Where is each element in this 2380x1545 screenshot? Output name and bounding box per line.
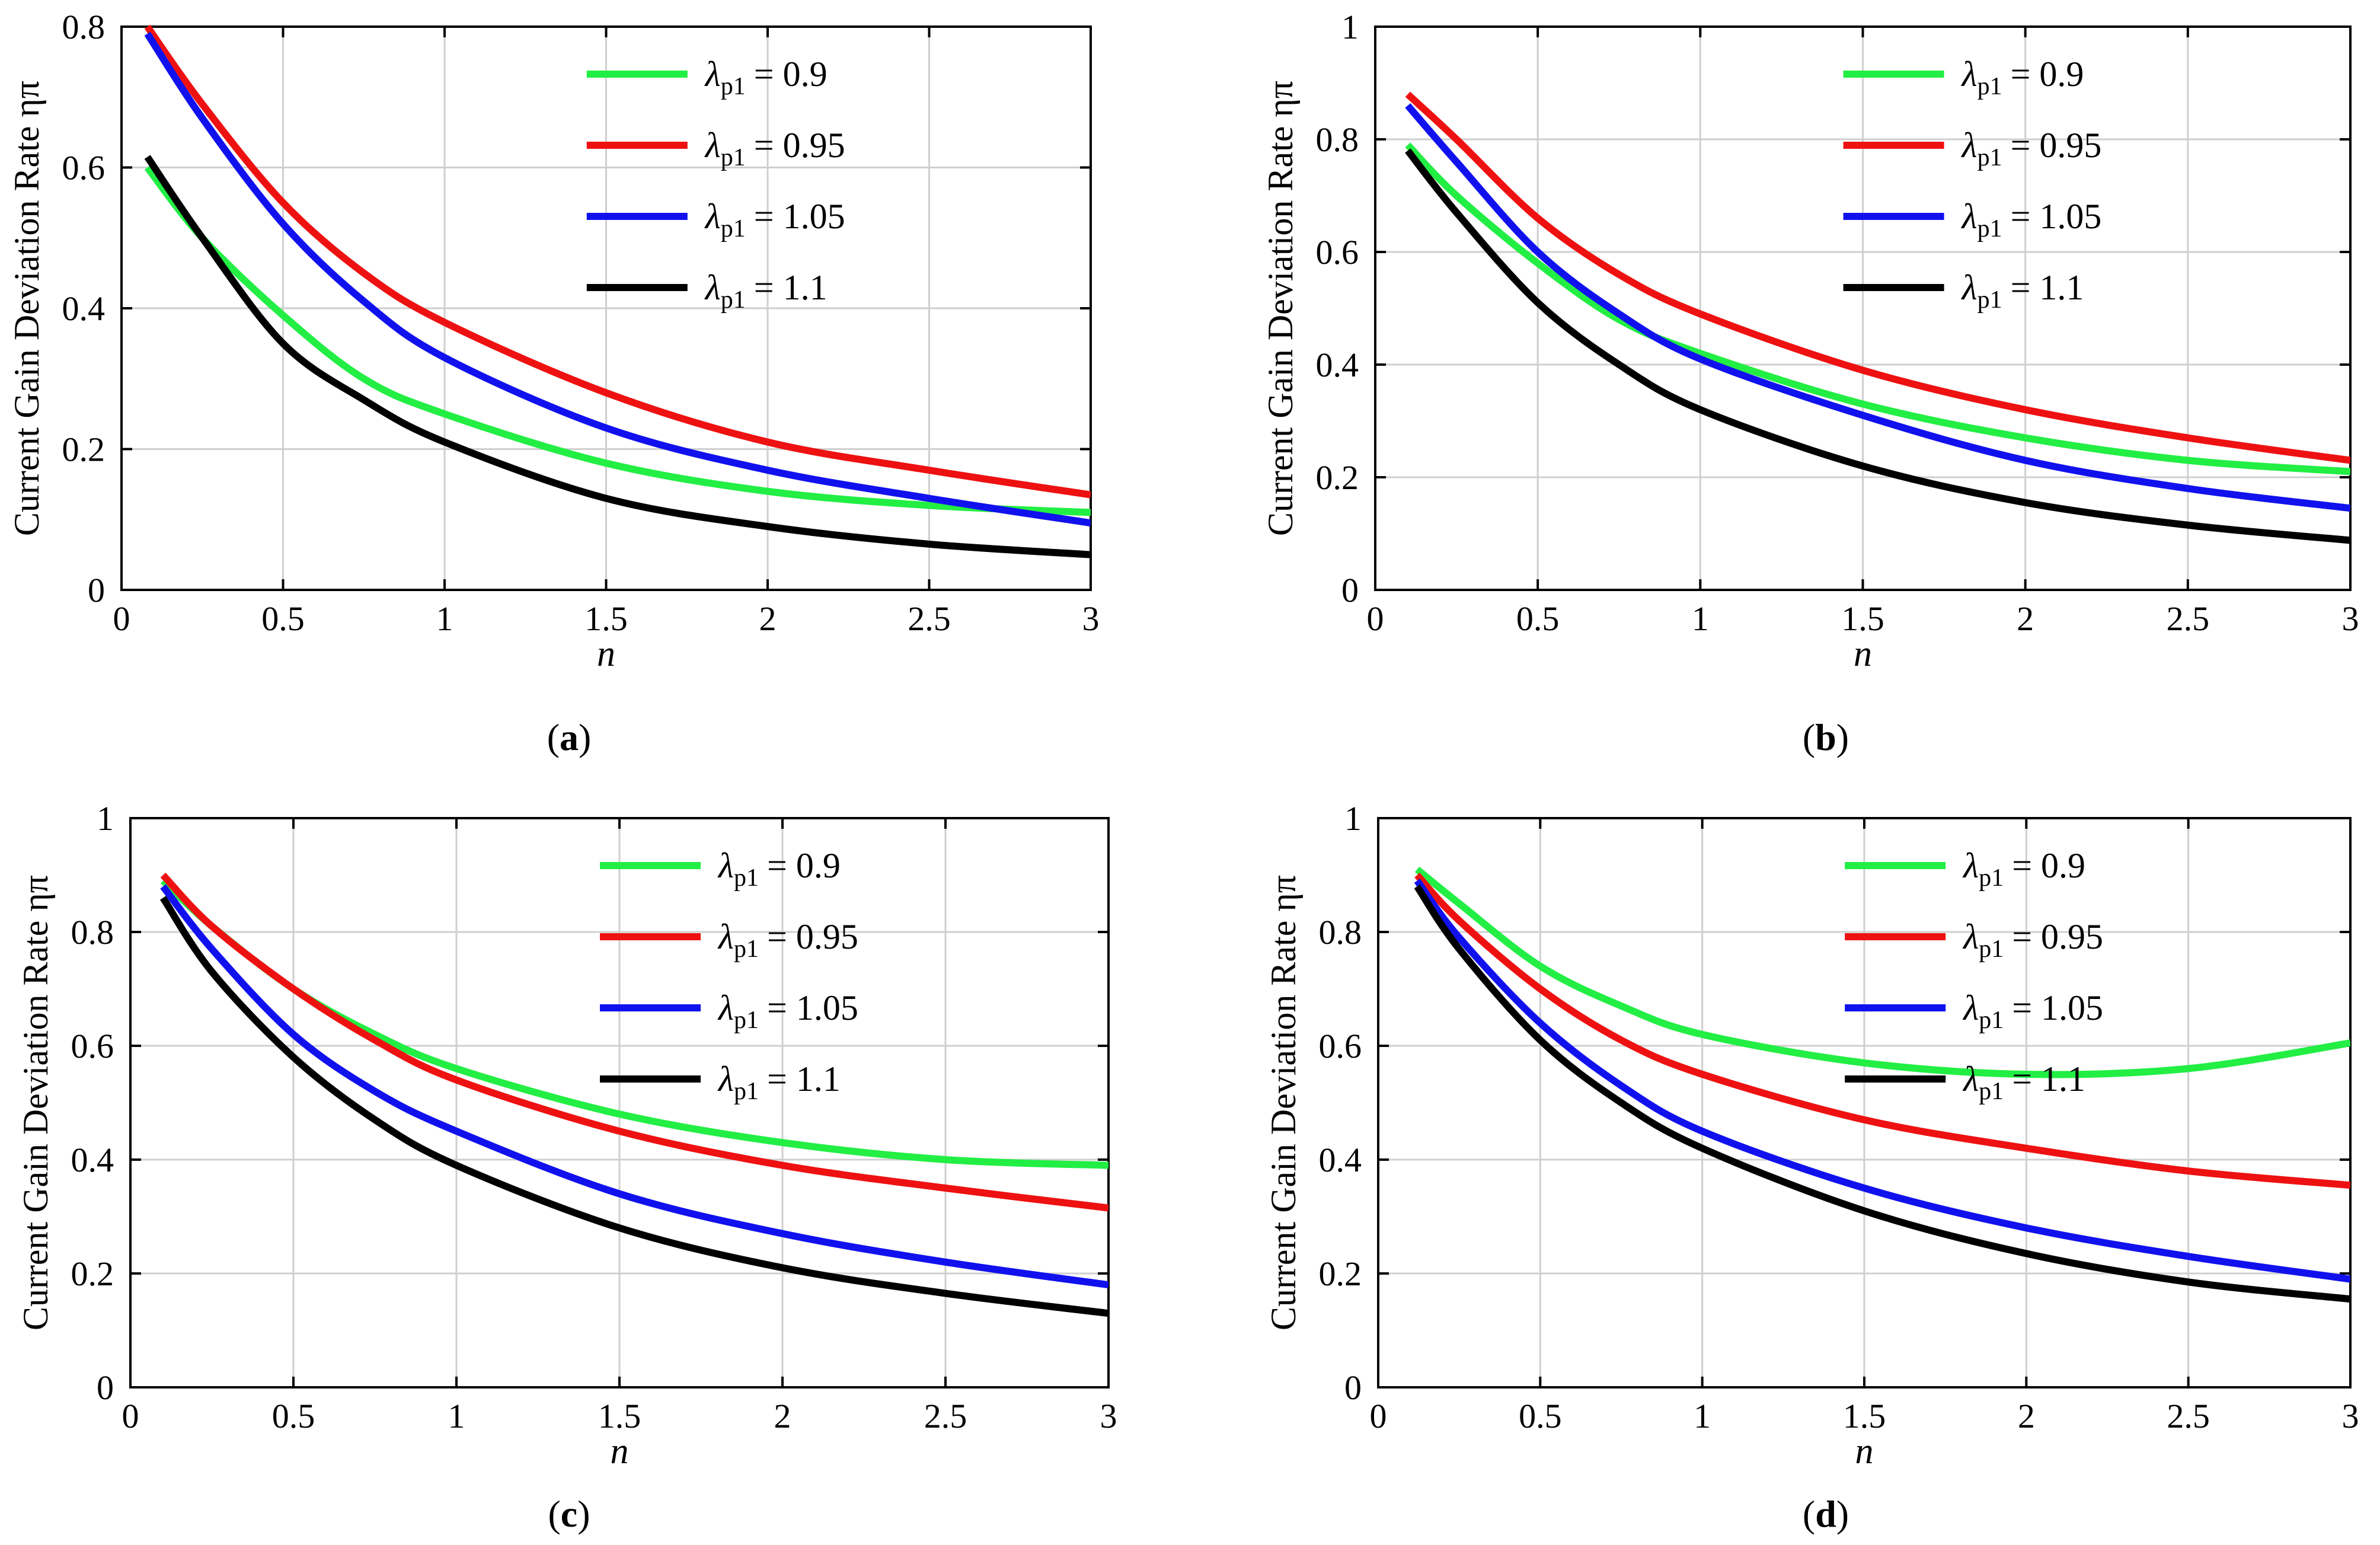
x-tick-label: 1.5 [1843, 1397, 1886, 1435]
x-tick-label: 2.5 [2167, 599, 2210, 638]
x-tick-label: 0.5 [1519, 1397, 1562, 1435]
legend-label: λp1 = 1.05 [717, 988, 858, 1034]
series-line [159, 896, 1108, 1317]
x-tick-label: 1.5 [584, 599, 628, 638]
x-tick-label: 1 [1692, 599, 1709, 638]
x-tick-label: 2 [2018, 1397, 2035, 1435]
panel-d: 0 0.5 1 1.5 2 2.5 3 0 0.2 0.4 0.6 0.8 1 n Current Gain… [1264, 799, 2359, 1535]
y-tick-label: 0.4 [71, 1141, 114, 1179]
series-line [1414, 866, 2350, 1078]
series-line [160, 884, 1108, 1289]
series-line [1414, 884, 2350, 1303]
y-tick-label: 0 [88, 571, 105, 609]
y-tick-label: 1 [1341, 8, 1359, 46]
panel-caption: (b) [1803, 716, 1849, 758]
legend-label: λp1 = 1.05 [1961, 197, 2102, 242]
panel-caption: (d) [1803, 1493, 1849, 1535]
x-tick-label: 2 [774, 1397, 791, 1435]
series-line [144, 31, 1091, 527]
legend-label: λp1 = 1.05 [1962, 988, 2103, 1034]
y-tick-label: 0.2 [62, 430, 106, 469]
y-tick-label: 1 [1344, 799, 1362, 838]
x-tick-label: 0 [122, 1397, 139, 1435]
x-tick-label: 2.5 [924, 1397, 967, 1435]
y-tick-label: 0 [1341, 571, 1359, 609]
series-line [1414, 879, 2350, 1283]
series-line [1405, 91, 2350, 464]
panel-a: 0 0.5 1 1.5 2 2.5 3 0 0.2 0.4 0.6 0.8 n Current Gain … [7, 8, 1100, 758]
legend-label: λp1 = 0.9 [717, 846, 841, 892]
x-tick-label: 1.5 [1841, 599, 1884, 638]
y-tick-label: 0 [97, 1368, 114, 1407]
y-tick-label: 0.8 [62, 8, 106, 46]
y-tick-label: 0.6 [71, 1027, 114, 1065]
legend-label: λp1 = 0.9 [1961, 55, 2084, 100]
y-tick-label: 0.6 [1319, 1027, 1362, 1065]
x-tick-label: 0.5 [261, 599, 305, 638]
x-tick-label: 1 [448, 1397, 465, 1435]
series-line [1405, 148, 2350, 544]
x-tick-label: 3 [2342, 599, 2359, 638]
x-tick-label: 1 [436, 599, 453, 638]
y-axis-label: Current Gain Deviation Rate ηπ [1264, 875, 1303, 1330]
series-line [1405, 103, 2350, 512]
series-line [1405, 142, 2350, 475]
y-tick-label: 0.4 [1316, 346, 1359, 384]
x-tick-label: 2.5 [908, 599, 951, 638]
y-axis-label: Current Gain Deviation Rate ηπ [1261, 81, 1300, 536]
legend-label: λp1 = 1.1 [1962, 1059, 2085, 1105]
panel-b: 0 0.5 1 1.5 2 2.5 3 0 0.2 0.4 0.6 0.8 1 n Current Gain… [1261, 8, 2359, 758]
x-tick-label: 2.5 [2167, 1397, 2210, 1435]
x-axis-label: n [1855, 1431, 1874, 1471]
series-line [144, 24, 1091, 499]
legend-label: λp1 = 0.95 [717, 917, 858, 963]
legend-label: λp1 = 1.05 [704, 197, 845, 242]
x-tick-label: 0 [113, 599, 130, 638]
x-tick-label: 2 [759, 599, 777, 638]
y-tick-label: 0 [1344, 1368, 1362, 1407]
x-tick-label: 3 [2342, 1397, 2359, 1435]
series-line [1414, 872, 2350, 1189]
panel-c: 0 0.5 1 1.5 2 2.5 3 0 0.2 0.4 0.6 0.8 1 n Current Gain… [16, 799, 1117, 1535]
panel-caption: (a) [547, 716, 592, 758]
x-tick-label: 2 [2017, 599, 2034, 638]
series-line [160, 872, 1108, 1212]
x-tick-label: 0 [1370, 1397, 1387, 1435]
x-tick-label: 1 [1694, 1397, 1711, 1435]
y-tick-label: 0.2 [71, 1254, 114, 1293]
x-axis-label: n [597, 634, 615, 674]
legend-label: λp1 = 1.1 [717, 1059, 841, 1105]
y-tick-label: 0.8 [71, 913, 114, 952]
y-tick-label: 0.2 [1319, 1254, 1362, 1293]
x-tick-label: 0.5 [1516, 599, 1560, 638]
x-axis-label: n [1854, 634, 1872, 674]
y-axis-label: Current Gain Deviation Rate ηπ [7, 81, 46, 536]
legend-label: λp1 = 0.9 [1962, 846, 2085, 892]
series-line [144, 155, 1091, 558]
legend-label: λp1 = 0.9 [704, 55, 828, 100]
x-axis-label: n [611, 1431, 629, 1471]
y-tick-label: 0.2 [1316, 458, 1359, 497]
y-tick-label: 1 [97, 799, 114, 838]
series-line [144, 165, 1091, 516]
x-tick-label: 0.5 [272, 1397, 315, 1435]
legend-label: λp1 = 0.95 [1962, 917, 2103, 963]
y-tick-label: 0.8 [1319, 913, 1362, 952]
legend-label: λp1 = 1.1 [704, 268, 828, 314]
y-tick-label: 0.4 [62, 289, 106, 328]
panel-caption: (c) [548, 1493, 590, 1535]
legend-label: λp1 = 0.95 [704, 126, 845, 171]
x-tick-label: 3 [1100, 1397, 1117, 1435]
y-tick-label: 0.8 [1316, 120, 1359, 159]
y-tick-label: 0.4 [1319, 1141, 1362, 1179]
y-tick-label: 0.6 [62, 149, 106, 187]
x-tick-label: 1.5 [598, 1397, 641, 1435]
y-axis-label: Current Gain Deviation Rate ηπ [16, 875, 55, 1330]
y-tick-label: 0.6 [1316, 233, 1359, 272]
legend-label: λp1 = 1.1 [1961, 268, 2084, 314]
legend-label: λp1 = 0.95 [1961, 126, 2102, 171]
x-tick-label: 0 [1367, 599, 1384, 638]
x-tick-label: 3 [1082, 599, 1100, 638]
